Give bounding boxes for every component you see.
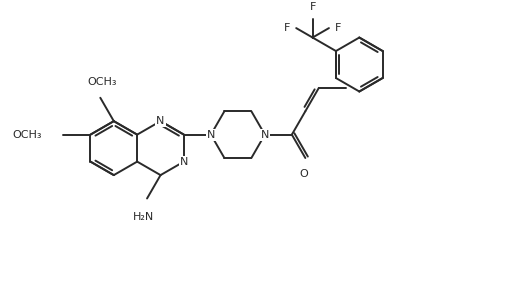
Text: N: N <box>179 157 188 167</box>
Text: F: F <box>334 23 340 33</box>
Text: N: N <box>260 130 269 140</box>
Text: N: N <box>156 116 165 126</box>
Text: F: F <box>283 23 290 33</box>
Text: OCH₃: OCH₃ <box>87 77 117 87</box>
Text: F: F <box>309 2 315 12</box>
Text: H₂N: H₂N <box>132 212 154 222</box>
Text: N: N <box>207 130 215 140</box>
Text: OCH₃: OCH₃ <box>13 130 42 140</box>
Text: O: O <box>298 169 307 178</box>
